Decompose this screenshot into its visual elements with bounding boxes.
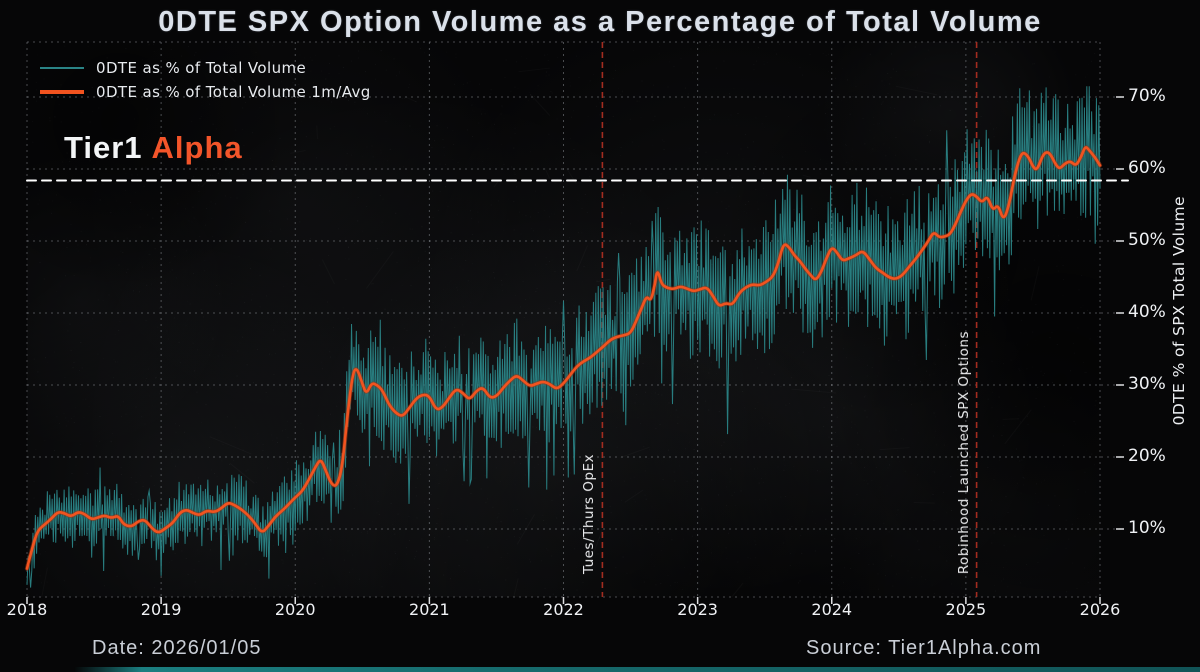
footer-source: Source: Tier1Alpha.com	[806, 637, 1042, 659]
legend-item-avg: 0DTE as % of Total Volume 1m/Avg	[40, 80, 371, 104]
brand-tier1: Tier1	[64, 130, 143, 165]
legend-swatch-avg-line	[40, 90, 84, 94]
legend: 0DTE as % of Total Volume 0DTE as % of T…	[40, 56, 371, 104]
y-tick-label: 40%	[1128, 302, 1166, 322]
event-annotation-label: Tues/Thurs OpEx	[581, 453, 598, 574]
x-tick-label: 2023	[677, 600, 718, 619]
bottom-accent-bar	[74, 667, 1200, 672]
x-tick-label: 2022	[543, 600, 584, 619]
y-tick-label: 20%	[1128, 446, 1166, 466]
y-tick-label: 50%	[1128, 230, 1166, 250]
x-tick-label: 2019	[140, 600, 182, 619]
y-tick-label: 10%	[1128, 518, 1166, 538]
x-tick-label: 2020	[274, 600, 316, 619]
brand-alpha: Alpha	[151, 130, 243, 165]
brand-logo: Tier1 Alpha	[64, 130, 243, 166]
legend-label-avg: 0DTE as % of Total Volume 1m/Avg	[96, 83, 371, 101]
x-tick-label: 2024	[811, 600, 853, 619]
y-tick-label: 70%	[1128, 86, 1166, 106]
x-tick-label: 2018	[6, 600, 48, 619]
footer-date: Date: 2026/01/05	[92, 637, 262, 659]
y-axis-title: 0DTE % of SPX Total Volume	[1170, 196, 1188, 426]
legend-item-raw: 0DTE as % of Total Volume	[40, 56, 371, 80]
x-tick-label: 2021	[409, 600, 450, 619]
legend-label-raw: 0DTE as % of Total Volume	[96, 59, 307, 77]
chart-title: 0DTE SPX Option Volume as a Percentage o…	[158, 6, 1042, 38]
y-tick-label: 30%	[1128, 374, 1166, 394]
event-annotation-label: Robinhood Launched SPX Options	[955, 330, 972, 574]
y-tick-label: 60%	[1128, 158, 1166, 178]
legend-swatch-raw-line	[40, 67, 84, 69]
x-tick-label: 2025	[945, 600, 987, 619]
x-tick-label: 2026	[1079, 600, 1121, 619]
